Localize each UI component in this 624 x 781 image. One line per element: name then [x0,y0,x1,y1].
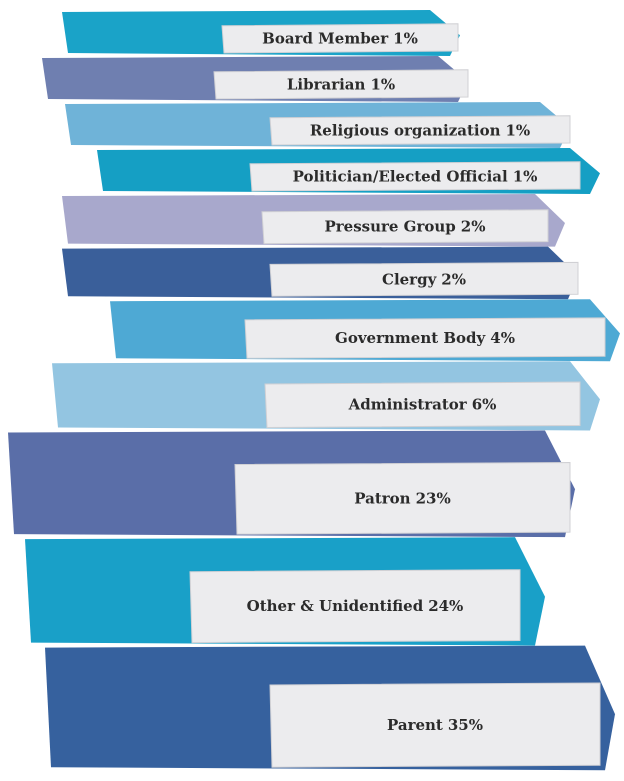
value-label: 1% [393,29,418,47]
category-label: Other & Unidentified [247,597,424,615]
book-label: Parent 35% [387,716,483,734]
book-pages [244,317,606,359]
book-label: Religious organization 1% [310,121,530,139]
value-label: 4% [490,329,515,347]
book: Other & Unidentified 24% [25,537,545,646]
book-label: Government Body 4% [335,329,515,347]
book: Librarian 1% [42,56,469,102]
book-label: Administrator 6% [348,396,497,414]
book: Pressure Group 2% [62,194,565,247]
book: Religious organization 1% [65,102,571,148]
category-label: Politician/Elected Official [293,167,508,185]
book-pages [261,209,549,245]
book: Patron 23% [8,430,575,538]
book: Government Body 4% [110,299,620,362]
category-label: Government Body [335,329,487,347]
category-label: Pressure Group [324,218,455,236]
category-label: Board Member [262,29,389,47]
category-label: Librarian [287,75,366,93]
book-pages [249,161,581,192]
book: Board Member 1% [62,10,460,56]
book-pages [221,23,459,54]
book-label: Librarian 1% [287,75,395,93]
book-label: Board Member 1% [262,29,418,47]
book: Administrator 6% [52,361,600,431]
book-pages [189,569,521,644]
book-label: Pressure Group 2% [324,218,485,236]
value-label: 1% [505,121,530,139]
value-label: 6% [472,396,497,414]
category-label: Parent [387,716,443,734]
book: Parent 35% [45,645,615,771]
category-label: Religious organization [310,121,501,139]
value-label: 1% [513,167,538,185]
book-pages [264,381,581,428]
value-label: 24% [428,597,463,615]
category-label: Clergy [382,270,438,288]
category-label: Administrator [348,396,468,414]
value-label: 35% [448,716,483,734]
book-pages [213,69,469,100]
book-label: Patron 23% [354,489,450,507]
book-label: Other & Unidentified 24% [247,597,464,615]
value-label: 1% [370,75,395,93]
book: Politician/Elected Official 1% [97,148,600,194]
book-pages [234,461,571,535]
book-pages [269,682,601,768]
value-label: 2% [461,218,486,236]
book-label: Clergy 2% [382,270,466,288]
book: Clergy 2% [62,246,579,300]
book-pages [269,261,579,297]
category-label: Patron [354,489,410,507]
book-pages [269,115,571,146]
value-label: 2% [441,270,466,288]
value-label: 23% [416,489,451,507]
book-label: Politician/Elected Official 1% [293,167,538,185]
